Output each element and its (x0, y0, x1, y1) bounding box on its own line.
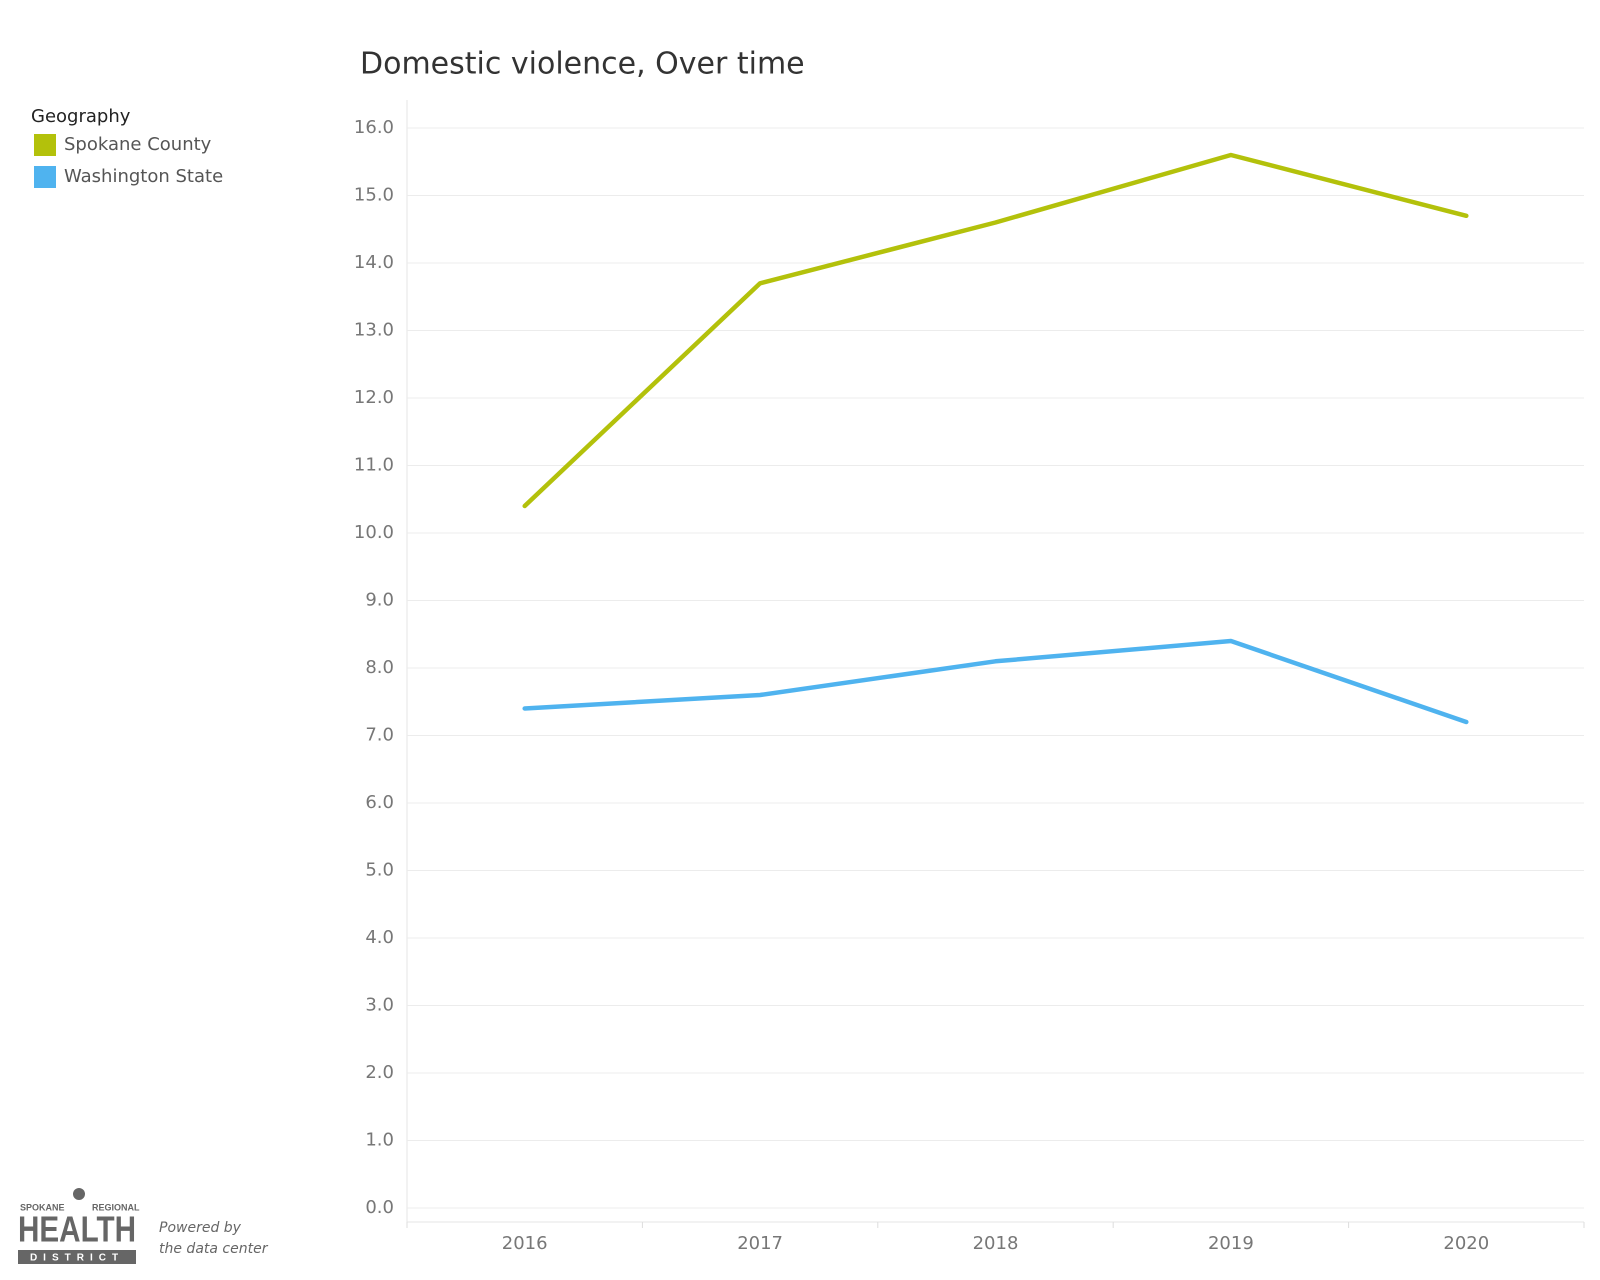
y-tick-label: 7.0 (365, 725, 394, 746)
y-tick-label: 10.0 (354, 522, 394, 543)
series-line (522, 152, 1469, 509)
y-tick-label: 12.0 (354, 387, 394, 408)
credit: the data center (159, 1241, 269, 1257)
y-tick-label: 0.0 (365, 1197, 394, 1218)
y-tick-label: 14.0 (354, 252, 394, 273)
legend-label: Spokane County (64, 134, 212, 155)
y-tick-label: 15.0 (354, 185, 394, 206)
logo-text: HEALTH (18, 1209, 136, 1250)
legend-label: Washington State (64, 166, 223, 187)
x-tick-label: 2019 (1208, 1233, 1254, 1254)
chart-title: Domestic violence, Over time (360, 47, 805, 82)
y-tick-label: 2.0 (365, 1062, 394, 1083)
y-tick-label: 6.0 (365, 792, 394, 813)
y-tick-label: 13.0 (354, 320, 394, 341)
y-tick-label: 5.0 (365, 860, 394, 881)
y-tick-label: 4.0 (365, 927, 394, 948)
y-tick-label: 11.0 (354, 455, 394, 476)
logo-text: SPOKANE (20, 1202, 65, 1212)
series-line (522, 638, 1469, 725)
x-tick-label: 2018 (973, 1233, 1019, 1254)
x-tick-label: 2017 (737, 1233, 783, 1254)
credit: Powered by (159, 1220, 242, 1236)
y-tick-label: 3.0 (365, 995, 394, 1016)
legend-swatch (34, 134, 56, 156)
legend-swatch (34, 166, 56, 188)
logo-figure (73, 1188, 85, 1200)
y-tick-label: 16.0 (354, 117, 394, 138)
y-tick-label: 8.0 (365, 657, 394, 678)
y-tick-label: 9.0 (365, 590, 394, 611)
logo-text: DISTRICT (30, 1253, 124, 1264)
y-tick-label: 1.0 (365, 1130, 394, 1151)
x-tick-label: 2016 (502, 1233, 548, 1254)
logo-band (18, 1250, 136, 1264)
logo: SPOKANE REGIONAL HEALTH DISTRICT (18, 1188, 140, 1264)
logo-text: REGIONAL (92, 1202, 140, 1212)
legend-title: Geography (31, 106, 131, 127)
x-tick-label: 2020 (1443, 1233, 1489, 1254)
